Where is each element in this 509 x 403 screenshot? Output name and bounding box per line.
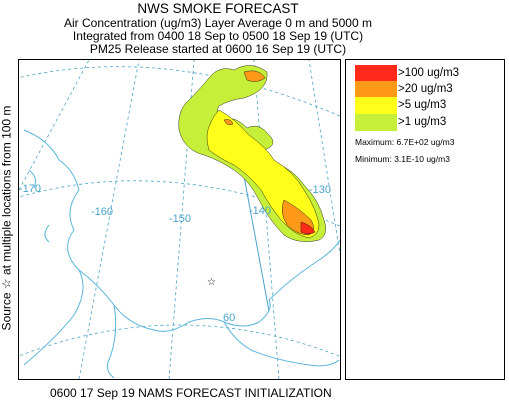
latitude-lines [19, 66, 340, 357]
coastline [23, 129, 340, 379]
legend-label-gt20: >20 ug/m3 [398, 83, 453, 95]
subtitle-integration-period: Integrated from 0400 18 Sep to 0500 18 S… [72, 29, 364, 43]
smoke-map: -170 -160 -150 -140 -130 60 ☆ [19, 60, 340, 379]
chart-title: NWS SMOKE FORECAST [137, 1, 299, 16]
map-panel: -170 -160 -150 -140 -130 60 ☆ [18, 59, 341, 380]
lon-label-130: -130 [309, 184, 331, 196]
legend-label-gt5: >5 ug/m3 [398, 99, 447, 111]
smoke-plume [178, 65, 326, 242]
forecast-initialization-footer: 0600 17 Sep 19 NAMS FORECAST INITIALIZAT… [50, 386, 332, 400]
lon-label-160: -160 [91, 206, 113, 218]
legend-label-gt1: >1 ug/m3 [398, 116, 447, 128]
maximum-value: Maximum: 6.7E+02 ug/m3 [355, 137, 455, 147]
legend-swatch-gt20 [355, 81, 397, 98]
lon-label-150: -150 [169, 213, 191, 225]
contour-patch-mid [223, 119, 234, 126]
contour-gt100 [300, 221, 316, 235]
contour-patch-north [243, 70, 266, 82]
subtitle-release-time: PM25 Release started at 0600 16 Sep 19 (… [89, 42, 347, 56]
minimum-value: Minimum: 3.1E-10 ug/m3 [355, 154, 450, 164]
source-location-label: Source ☆ at multiple locations from 100 … [0, 105, 14, 331]
source-marker-icon: ☆ [207, 277, 216, 288]
border-line [240, 159, 270, 312]
legend-label-gt100: >100 ug/m3 [398, 67, 460, 79]
legend-swatch-gt5 [355, 97, 397, 114]
lat-label-60: 60 [223, 312, 235, 324]
legend-panel: >100 ug/m3 >20 ug/m3 >5 ug/m3 >1 ug/m3 M… [345, 59, 505, 380]
legend-swatch-gt1 [355, 114, 397, 131]
lon-label-140: -140 [249, 205, 271, 217]
lon-label-170: -170 [19, 183, 41, 195]
subtitle-concentration: Air Concentration (ug/m3) Layer Average … [64, 16, 372, 30]
legend-swatch-gt100 [355, 65, 397, 82]
